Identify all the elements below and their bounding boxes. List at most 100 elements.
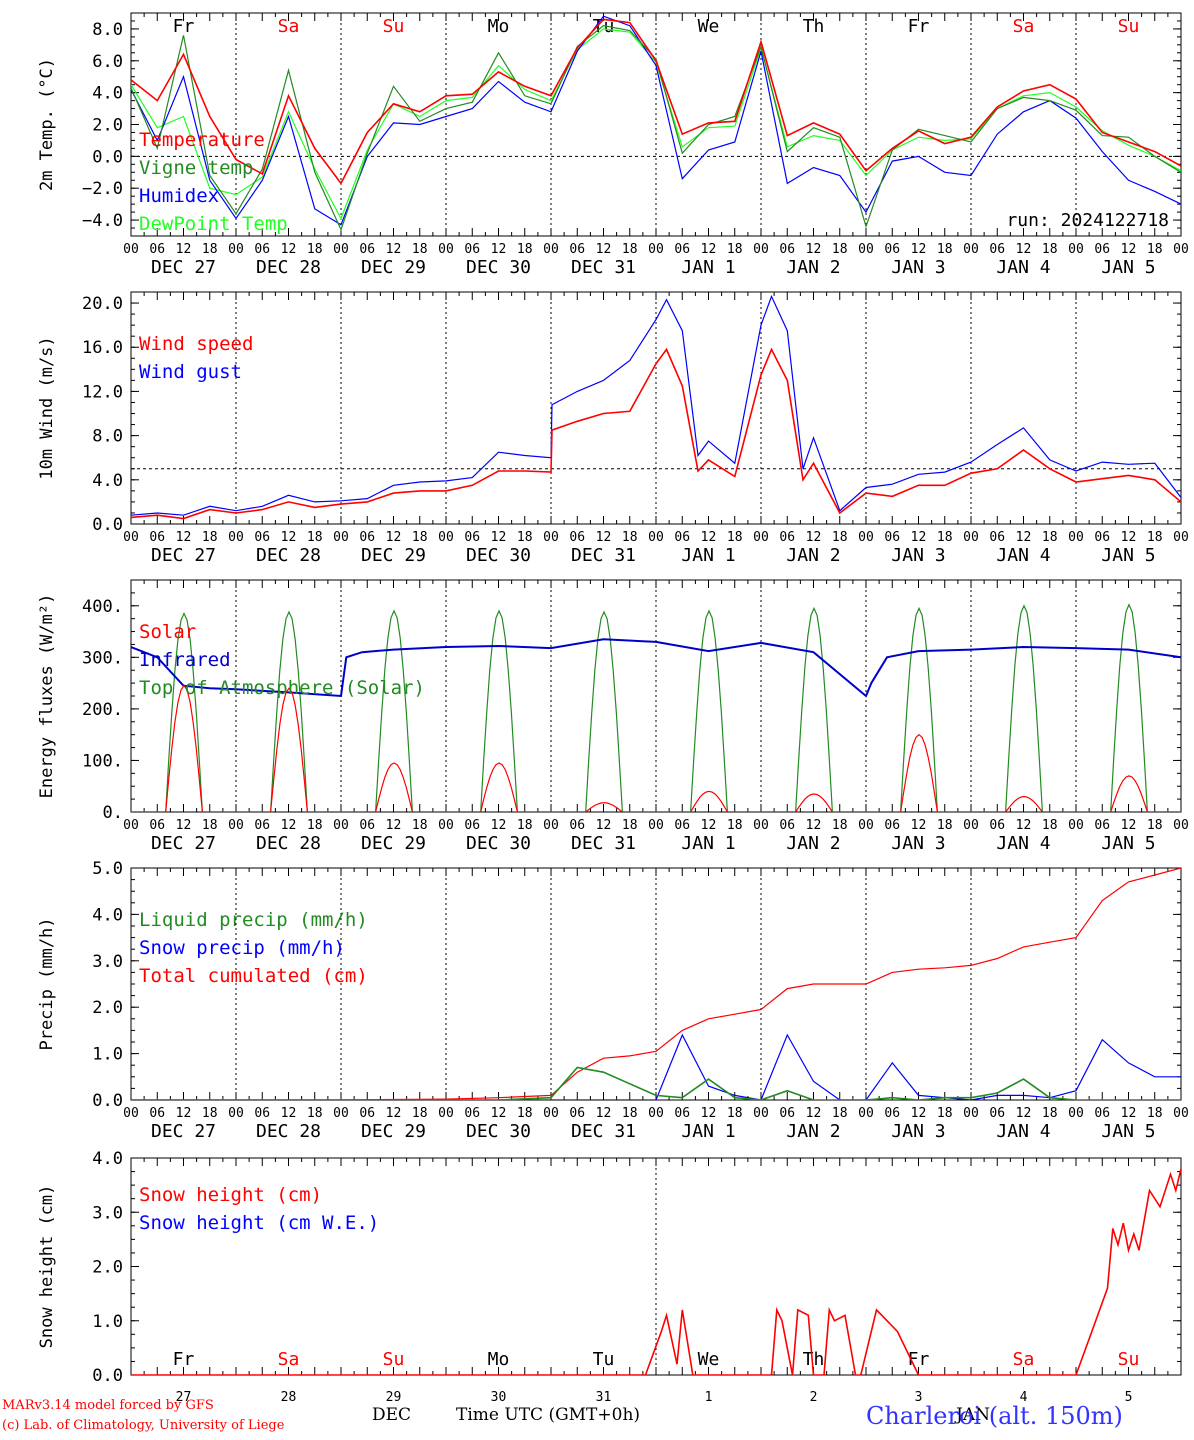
hour-tick-label: 06: [569, 818, 585, 833]
date-label: DEC 31: [571, 257, 636, 278]
day-number-label: 3: [915, 1390, 923, 1405]
hour-tick-label: 12: [911, 818, 927, 833]
day-name-label: Mo: [488, 1349, 510, 1370]
date-label: DEC 27: [151, 257, 216, 278]
y-tick-label: 4.0: [92, 1149, 123, 1169]
y-tick-label: 0.0: [92, 1091, 123, 1111]
hour-tick-label: 06: [779, 818, 795, 833]
hour-tick-label: 00: [333, 530, 349, 545]
y-tick-label: 0.0: [92, 515, 123, 535]
date-label: JAN 5: [1101, 545, 1155, 566]
hour-tick-label: 00: [963, 818, 979, 833]
hour-tick-label: 06: [254, 530, 270, 545]
series-line-1: [131, 347, 1181, 520]
hour-tick-label: 12: [701, 242, 717, 257]
date-label: DEC 29: [361, 1121, 426, 1142]
hour-tick-label: 12: [281, 1106, 297, 1121]
hour-tick-label: 00: [963, 242, 979, 257]
y-tick-label: 0.0: [92, 1366, 123, 1386]
hour-tick-label: 12: [596, 530, 612, 545]
hour-tick-label: 00: [1173, 1106, 1189, 1121]
hour-tick-label: 18: [622, 242, 638, 257]
y-tick-label: 8.0: [92, 20, 123, 40]
day-number-label: 2: [810, 1390, 818, 1405]
day-name-label: Fr: [173, 1349, 195, 1370]
hour-tick-label: 00: [648, 818, 664, 833]
day-name-label: Su: [383, 1349, 405, 1370]
hour-tick-label: 18: [727, 818, 743, 833]
hour-tick-label: 00: [858, 530, 874, 545]
date-label: JAN 3: [891, 257, 945, 278]
hour-tick-label: 12: [1016, 818, 1032, 833]
hour-tick-label: 00: [1068, 1106, 1084, 1121]
hour-tick-label: 18: [1147, 1106, 1163, 1121]
y-tick-label: 5.0: [92, 859, 123, 879]
hour-tick-label: 00: [648, 1106, 664, 1121]
day-number-label: 5: [1125, 1390, 1133, 1405]
y-tick-label: 2.0: [92, 998, 123, 1018]
series-line-2: [131, 294, 1181, 516]
hour-tick-label: 12: [1121, 818, 1137, 833]
date-label: DEC 27: [151, 545, 216, 566]
hour-tick-label: 06: [569, 242, 585, 257]
hour-tick-label: 18: [622, 530, 638, 545]
hour-tick-label: 00: [1068, 818, 1084, 833]
day-name-label: Tu: [593, 16, 615, 37]
hour-tick-label: 18: [517, 530, 533, 545]
date-label: JAN 5: [1101, 1121, 1155, 1142]
hour-tick-label: 18: [517, 818, 533, 833]
date-label: JAN 3: [891, 1121, 945, 1142]
hour-tick-label: 06: [884, 818, 900, 833]
hour-tick-label: 18: [832, 530, 848, 545]
hour-tick-label: 12: [1016, 1106, 1032, 1121]
hour-tick-label: 06: [989, 530, 1005, 545]
y-tick-label: 4.0: [92, 905, 123, 925]
y-tick-label: 3.0: [92, 1203, 123, 1223]
hour-tick-label: 06: [149, 1106, 165, 1121]
day-number-label: 29: [386, 1390, 402, 1405]
date-label: JAN 4: [996, 1121, 1050, 1142]
y-tick-label: 100.: [82, 751, 123, 771]
date-label: DEC 31: [571, 1121, 636, 1142]
date-label: JAN 2: [786, 257, 840, 278]
hour-tick-label: 06: [1094, 242, 1110, 257]
hour-tick-label: 00: [333, 242, 349, 257]
date-label: JAN 1: [681, 1121, 735, 1142]
hour-tick-label: 06: [674, 818, 690, 833]
hour-tick-label: 06: [674, 530, 690, 545]
hour-tick-label: 18: [832, 242, 848, 257]
hour-tick-label: 12: [1016, 242, 1032, 257]
hour-tick-label: 18: [832, 1106, 848, 1121]
run-label: run: 2024122718: [1006, 210, 1169, 231]
date-label: JAN 5: [1101, 257, 1155, 278]
y-tick-label: 1.0: [92, 1045, 123, 1065]
hour-tick-label: 00: [753, 1106, 769, 1121]
y-tick-label: 2.0: [92, 116, 123, 136]
y-tick-label: 300.: [82, 648, 123, 668]
day-name-label: Th: [803, 16, 825, 37]
y-tick-label: 3.0: [92, 952, 123, 972]
hour-tick-label: 18: [1042, 530, 1058, 545]
hour-tick-label: 18: [412, 242, 428, 257]
hour-tick-label: 00: [438, 530, 454, 545]
hour-tick-label: 12: [386, 242, 402, 257]
day-name-label: Su: [383, 16, 405, 37]
hour-tick-label: 06: [149, 818, 165, 833]
hour-tick-label: 12: [176, 530, 192, 545]
hour-tick-label: 00: [648, 530, 664, 545]
series-line-1: [131, 1066, 1181, 1100]
y-tick-label: 0.: [103, 803, 123, 823]
hour-tick-label: 00: [753, 530, 769, 545]
hour-tick-label: 18: [1042, 1106, 1058, 1121]
series-line-1: [131, 684, 1181, 812]
hour-tick-label: 00: [858, 242, 874, 257]
hour-tick-label: 12: [701, 818, 717, 833]
hour-tick-label: 00: [753, 818, 769, 833]
hour-tick-label: 12: [806, 1106, 822, 1121]
hour-tick-label: 00: [228, 818, 244, 833]
y-tick-label: 6.0: [92, 52, 123, 72]
day-name-label: Su: [1118, 16, 1140, 37]
hour-tick-label: 12: [176, 1106, 192, 1121]
y-tick-label: 4.0: [92, 84, 123, 104]
